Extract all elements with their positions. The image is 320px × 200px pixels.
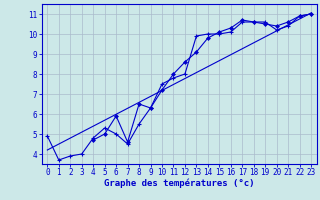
X-axis label: Graphe des températures (°c): Graphe des températures (°c) [104,179,254,188]
